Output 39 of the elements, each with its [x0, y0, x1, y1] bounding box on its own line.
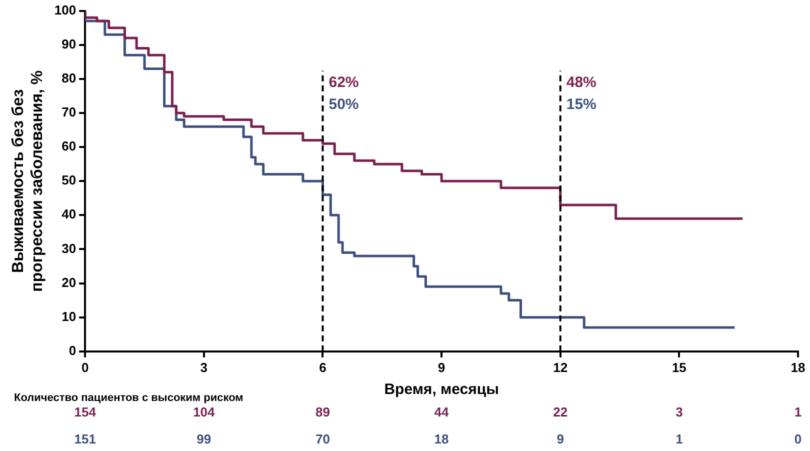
- y-tick-label: 70: [62, 104, 76, 120]
- x-tick-label: 18: [790, 360, 806, 375]
- text: 18: [434, 432, 449, 447]
- annotation: 48%: [566, 74, 596, 91]
- text: 44: [434, 404, 450, 420]
- annotation: 62%: [328, 74, 359, 91]
- x-tick-label: 15: [672, 360, 686, 375]
- text: 1: [794, 404, 802, 420]
- y-tick-label: 40: [62, 206, 76, 222]
- y-tick-label: 60: [62, 138, 76, 154]
- x-tick-label: 6: [319, 360, 326, 375]
- text: 9: [556, 432, 564, 447]
- text: 22: [553, 404, 568, 420]
- text: 0: [794, 432, 802, 447]
- x-axis-title: Время, месяцы: [384, 381, 499, 398]
- text: 99: [196, 432, 212, 447]
- y-tick-label: 90: [62, 36, 76, 52]
- text: 70: [315, 432, 330, 447]
- x-tick-label: 12: [553, 360, 568, 375]
- y-tick-label: 50: [62, 172, 76, 188]
- x-tick-label: 0: [81, 360, 89, 375]
- x-tick-label: 3: [200, 360, 208, 375]
- y-tick-label: 10: [62, 308, 76, 324]
- text: 89: [315, 404, 330, 420]
- annotation: 50%: [328, 96, 359, 113]
- y-axis-title: Выживаемость без без прогрессии заболевания, %: [10, 70, 46, 292]
- text: 1: [676, 432, 683, 447]
- y-tick-label: 30: [62, 240, 76, 256]
- y-tick-label: 100: [54, 2, 76, 18]
- y-tick-label: 20: [62, 274, 76, 290]
- y-tick-label: 0: [68, 342, 76, 358]
- text: Количество пациентов с высоким риском: [14, 392, 244, 404]
- y-tick-label: 80: [62, 70, 76, 86]
- text: 154: [74, 404, 97, 420]
- text: 3: [676, 404, 683, 420]
- annotation: 15%: [566, 96, 596, 113]
- text: 104: [193, 404, 216, 420]
- text: 151: [74, 432, 96, 447]
- x-tick-label: 9: [438, 360, 446, 375]
